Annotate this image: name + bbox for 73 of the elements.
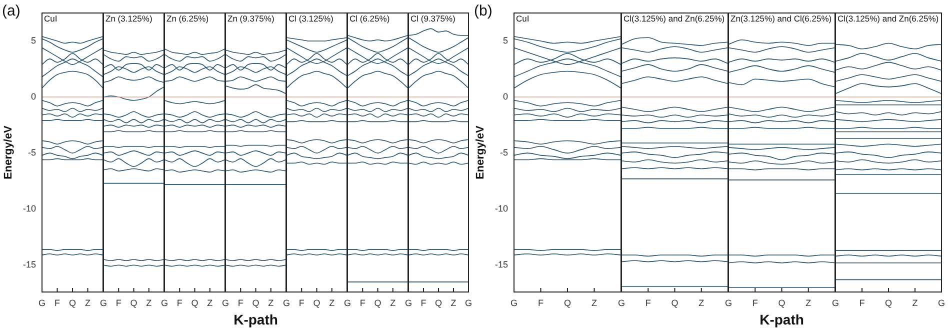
y-tick-label: 0 — [30, 92, 36, 102]
x-tick-label: F — [645, 298, 652, 308]
x-tick-label: G — [464, 298, 472, 308]
y-tick-label: -5 — [28, 148, 36, 158]
x-axis-title: K-path — [234, 311, 278, 328]
x-tick-label: G — [618, 298, 626, 308]
y-axis-title: Energy/eV — [2, 124, 15, 180]
x-tick-label: Q — [191, 298, 198, 308]
x-tick-label: F — [298, 298, 305, 308]
x-tick-label: Q — [778, 298, 786, 308]
x-tick-label: Z — [268, 298, 274, 308]
x-tick-label: Z — [390, 298, 396, 308]
x-tick-label: F — [360, 298, 366, 308]
x-tick-label: F — [752, 298, 758, 308]
x-tick-label: F — [859, 298, 866, 308]
x-tick-label: Q — [564, 298, 572, 308]
chart-title: Zn (6.25%) — [166, 14, 209, 24]
x-tick-label: Z — [329, 298, 336, 308]
x-tick-label: G — [100, 298, 108, 308]
chart-title: Cl (6.25%) — [350, 14, 390, 24]
x-tick-label: Q — [374, 298, 382, 308]
text: (b) — [474, 2, 492, 20]
chart-title: Cl(3.125%) and Zn(6.25%) — [838, 14, 939, 24]
y-tick-label: -15 — [22, 260, 36, 270]
x-tick-label: Z — [806, 298, 812, 308]
x-tick-label: G — [404, 298, 412, 308]
x-tick-label: G — [282, 298, 290, 308]
chart-title: Cl(3.125%) and Zn(6.25%) — [624, 14, 725, 24]
x-tick-label: G — [222, 298, 230, 308]
text: (a) — [2, 2, 20, 20]
chart-title: Zn (9.375%) — [228, 14, 274, 24]
chart-title: Zn (3.125%) — [106, 14, 152, 24]
x-tick-label: Q — [884, 298, 892, 308]
x-tick-label: Z — [146, 298, 152, 308]
x-tick-label: G — [832, 298, 840, 308]
y-tick-label: -5 — [500, 148, 508, 158]
chart-title: Cl (9.375%) — [410, 14, 456, 24]
x-tick-label: Q — [313, 298, 320, 308]
x-tick-label: F — [538, 298, 544, 308]
x-tick-label: Z — [912, 298, 918, 308]
x-tick-label: Q — [434, 298, 442, 308]
chart-title: Cl (3.125%) — [288, 14, 334, 24]
y-tick-label: 0 — [502, 92, 508, 102]
x-tick-label: G — [510, 298, 518, 308]
x-tick-label: G — [38, 298, 46, 308]
x-tick-label: G — [160, 298, 168, 308]
y-tick-label: -15 — [494, 260, 508, 270]
x-tick-label: F — [54, 298, 60, 308]
x-tick-label: G — [344, 298, 352, 308]
x-tick-label: F — [420, 298, 427, 308]
x-tick-label: F — [116, 298, 122, 308]
y-tick-label: -10 — [494, 204, 508, 214]
chart-title: Zn(3.125%) and Cl(6.25%) — [730, 14, 832, 24]
x-tick-label: G — [724, 298, 732, 308]
x-tick-label: F — [238, 298, 244, 308]
x-tick-label: Q — [671, 298, 678, 308]
x-axis-title: K-path — [760, 311, 804, 328]
x-tick-label: Z — [450, 298, 457, 308]
y-tick-label: 5 — [30, 35, 36, 46]
x-tick-label: Z — [85, 298, 91, 308]
x-tick-label: Q — [130, 298, 138, 308]
y-tick-label: -10 — [22, 204, 36, 214]
x-tick-label: Z — [698, 298, 705, 308]
x-tick-label: G — [938, 298, 946, 308]
x-tick-label: Z — [207, 298, 214, 308]
chart-title: CuI — [44, 14, 58, 24]
x-tick-label: Q — [252, 298, 260, 308]
y-axis-title: Energy/eV — [474, 124, 487, 180]
y-tick-label: 5 — [502, 35, 508, 46]
x-tick-label: Q — [68, 298, 76, 308]
x-tick-label: Z — [592, 298, 598, 308]
chart-title: CuI — [516, 14, 530, 24]
x-tick-label: F — [176, 298, 183, 308]
